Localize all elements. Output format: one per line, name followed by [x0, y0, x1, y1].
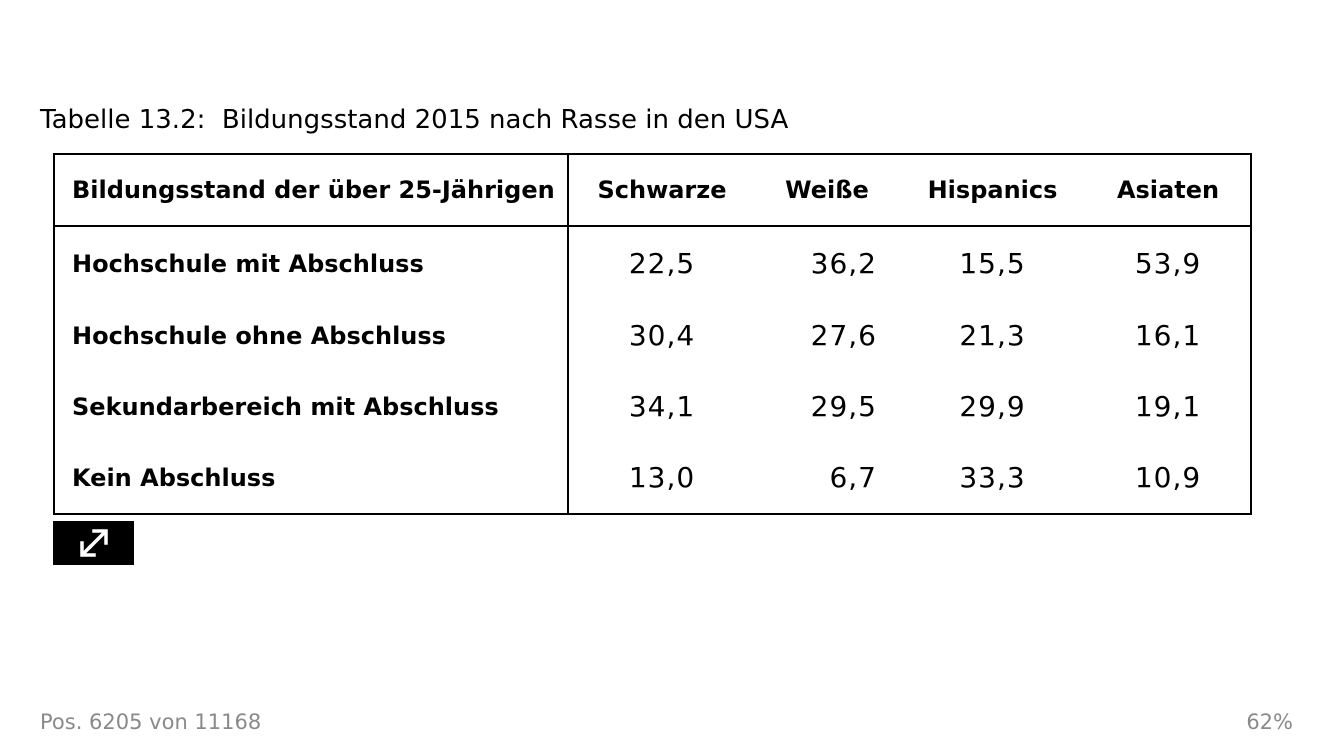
table-cell: 21,3 — [959, 319, 1026, 352]
table-row: Sekundarbereich mit Abschluss 34,1 29,5 … — [54, 371, 1251, 442]
table-row: Kein Abschluss 13,0 6,7 33,3 10,9 — [54, 442, 1251, 514]
education-table: Bildungsstand der über 25-Jährigen Schwa… — [53, 153, 1252, 515]
table-container: Bildungsstand der über 25-Jährigen Schwa… — [53, 153, 1252, 515]
expand-table-button[interactable] — [53, 521, 134, 565]
table-cell: 22,5 — [628, 247, 696, 280]
table-row: Hochschule ohne Abschluss 30,4 27,6 21,3… — [54, 300, 1251, 371]
row-label: Hochschule ohne Abschluss — [54, 300, 569, 371]
row-label: Sekundarbereich mit Abschluss — [54, 371, 569, 442]
column-header-asiaten: Asiaten — [1086, 154, 1251, 227]
table-cell: 29,5 — [810, 390, 877, 423]
table-cell: 30,4 — [628, 319, 696, 352]
table-cell: 16,1 — [1134, 319, 1202, 352]
table-row: Hochschule mit Abschluss 22,5 36,2 15,5 … — [54, 226, 1251, 300]
row-header-label: Bildungsstand der über 25-Jährigen — [54, 154, 569, 227]
table-cell: 29,9 — [959, 390, 1026, 423]
row-label: Hochschule mit Abschluss — [54, 226, 569, 300]
column-header-schwarze: Schwarze — [568, 154, 755, 227]
column-header-weisse: Weiße — [755, 154, 899, 227]
table-cell: 13,0 — [628, 461, 696, 494]
table-cell: 10,9 — [1134, 461, 1202, 494]
table-cell: 53,9 — [1134, 247, 1202, 280]
table-caption: Tabelle 13.2: Bildungsstand 2015 nach Ra… — [40, 105, 789, 135]
reading-progress: 62% — [1246, 710, 1293, 734]
table-cell: 27,6 — [810, 319, 877, 352]
row-label: Kein Abschluss — [54, 442, 569, 514]
table-cell: 6,7 — [829, 461, 877, 494]
expand-icon — [76, 525, 112, 561]
table-cell: 15,5 — [959, 247, 1026, 280]
reading-position: Pos. 6205 von 11168 — [40, 710, 262, 734]
table-cell: 36,2 — [810, 247, 877, 280]
table-cell: 34,1 — [628, 390, 696, 423]
table-header-row: Bildungsstand der über 25-Jährigen Schwa… — [54, 154, 1251, 227]
table-cell: 33,3 — [959, 461, 1026, 494]
column-header-hispanics: Hispanics — [899, 154, 1086, 227]
table-cell: 19,1 — [1134, 390, 1202, 423]
